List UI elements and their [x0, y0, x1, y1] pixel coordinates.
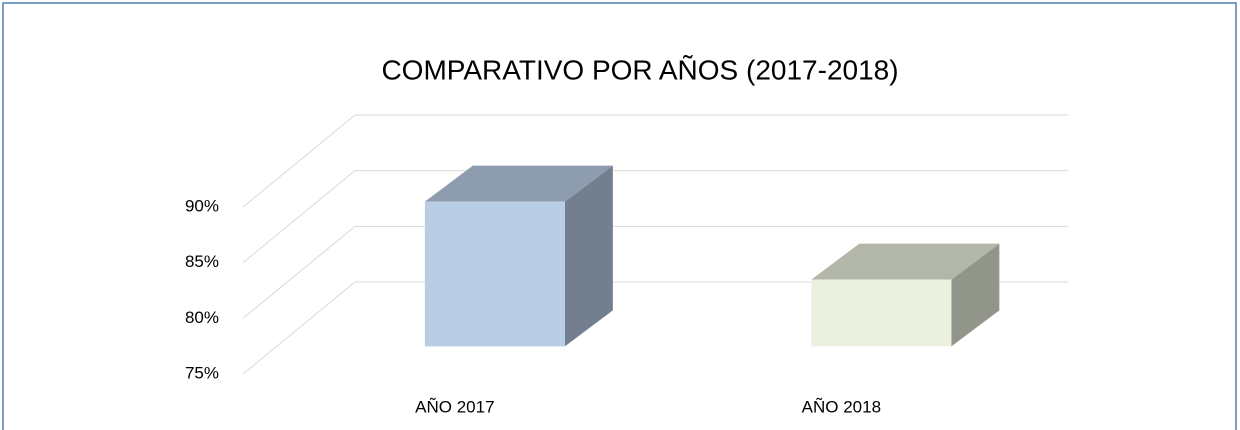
grid-line — [242, 225, 1068, 319]
grid-line — [242, 114, 1068, 208]
bar-top — [811, 243, 1000, 280]
bar — [811, 279, 952, 347]
chart-title: COMPARATIVO POR AÑOS (2017-2018) — [381, 54, 898, 85]
bar-side — [564, 165, 613, 347]
bar-side — [951, 243, 1000, 347]
y-tick-label: 75% — [185, 363, 219, 382]
grid-line — [242, 170, 1068, 264]
x-tick-label: AÑO 2018 — [802, 397, 881, 416]
bar — [424, 201, 565, 347]
y-tick-label: 80% — [185, 308, 219, 327]
y-tick-label: 90% — [185, 196, 219, 215]
x-tick-label: AÑO 2017 — [415, 397, 494, 416]
bar-top — [424, 165, 613, 202]
y-tick-label: 85% — [185, 252, 219, 271]
